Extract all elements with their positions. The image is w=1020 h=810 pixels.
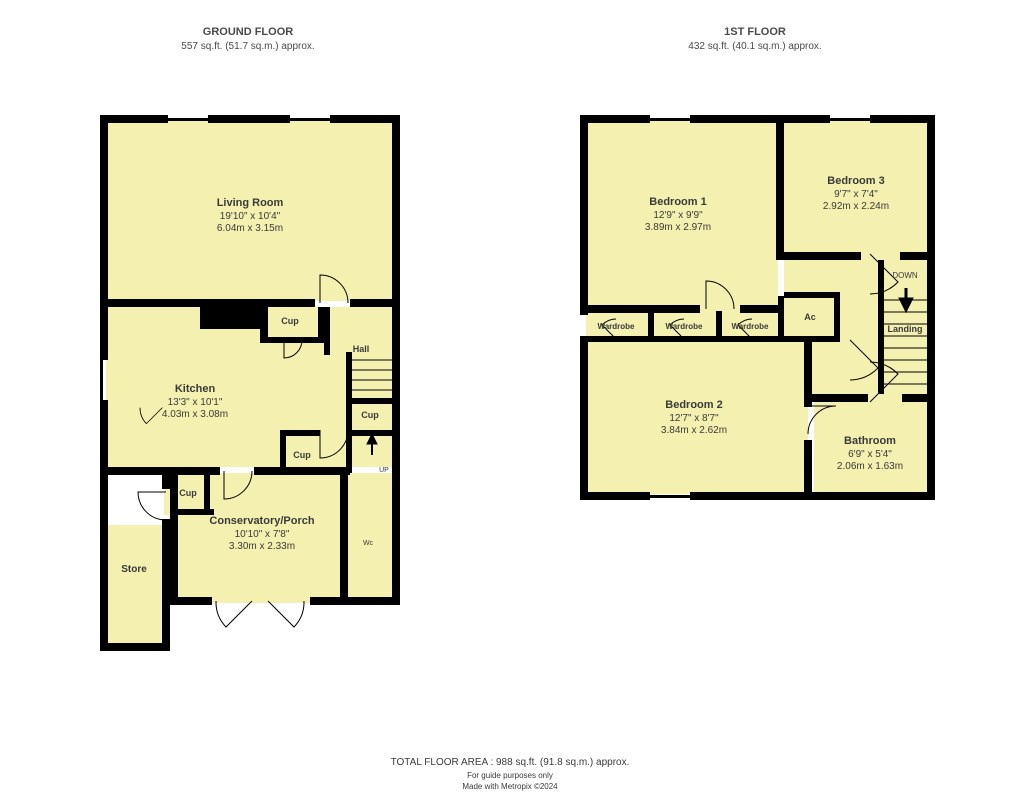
living-room-dims2: 6.04m x 3.15m (217, 223, 283, 234)
hall-label: Hall (353, 344, 370, 354)
up-label: UP (379, 467, 389, 474)
cup1-label: Cup (281, 316, 299, 326)
kitchen-dims1: 13'3" x 10'1" (168, 397, 223, 408)
bedroom1-label: Bedroom 1 (649, 196, 706, 208)
wardrobe1-label: Wardrobe (597, 322, 635, 331)
footer-total-area: TOTAL FLOOR AREA : 988 sq.ft. (91.8 sq.m… (391, 757, 630, 768)
conservatory-label: Conservatory/Porch (209, 515, 314, 527)
bedroom2-dims2: 3.84m x 2.62m (661, 425, 727, 436)
wardrobe3-label: Wardrobe (731, 322, 769, 331)
bedroom2-label: Bedroom 2 (665, 399, 722, 411)
wardrobe2-label: Wardrobe (665, 322, 703, 331)
bathroom-label: Bathroom (844, 435, 896, 447)
down-label: DOWN (892, 271, 918, 280)
first-floor-plan: Bedroom 1 12'9" x 9'9" 3.89m x 2.97m Bed… (580, 115, 935, 500)
wc-label: Wc (363, 540, 374, 547)
ground-floor-title: GROUND FLOOR (203, 26, 293, 38)
ac-label: Ac (804, 312, 816, 322)
bedroom1-dims2: 3.89m x 2.97m (645, 222, 711, 233)
footer-guide: For guide purposes only (467, 771, 553, 780)
store-label: Store (121, 564, 147, 575)
bedroom3-dims2: 2.92m x 2.24m (823, 201, 889, 212)
bedroom3-dims1: 9'7" x 7'4" (834, 189, 878, 200)
bathroom-dims2: 2.06m x 1.63m (837, 461, 903, 472)
cup3-label: Cup (293, 450, 311, 460)
ground-floor-plan: Living Room 19'10" x 10'4" 6.04m x 3.15m… (100, 115, 400, 651)
first-floor-subtitle: 432 sq.ft. (40.1 sq.m.) approx. (688, 41, 821, 52)
landing-label: Landing (888, 324, 923, 334)
conservatory-dims2: 3.30m x 2.33m (229, 541, 295, 552)
bathroom-dims1: 6'9" x 5'4" (848, 449, 892, 460)
cup4-label: Cup (179, 488, 197, 498)
conservatory-dims1: 10'10" x 7'8" (235, 529, 290, 540)
kitchen-label: Kitchen (175, 383, 216, 395)
cup2-label: Cup (361, 410, 379, 420)
bedroom1-dims1: 12'9" x 9'9" (653, 210, 703, 221)
ground-floor-subtitle: 557 sq.ft. (51.7 sq.m.) approx. (181, 41, 314, 52)
floorplan-diagram: GROUND FLOOR 557 sq.ft. (51.7 sq.m.) app… (0, 0, 1020, 810)
living-room-label: Living Room (217, 197, 284, 209)
first-floor-title: 1ST FLOOR (724, 26, 786, 38)
bedroom3-label: Bedroom 3 (827, 175, 884, 187)
kitchen-dims2: 4.03m x 3.08m (162, 409, 228, 420)
footer-credit: Made with Metropix ©2024 (462, 782, 558, 791)
bedroom2-dims1: 12'7" x 8'7" (669, 413, 719, 424)
living-room-dims1: 19'10" x 10'4" (220, 211, 281, 222)
